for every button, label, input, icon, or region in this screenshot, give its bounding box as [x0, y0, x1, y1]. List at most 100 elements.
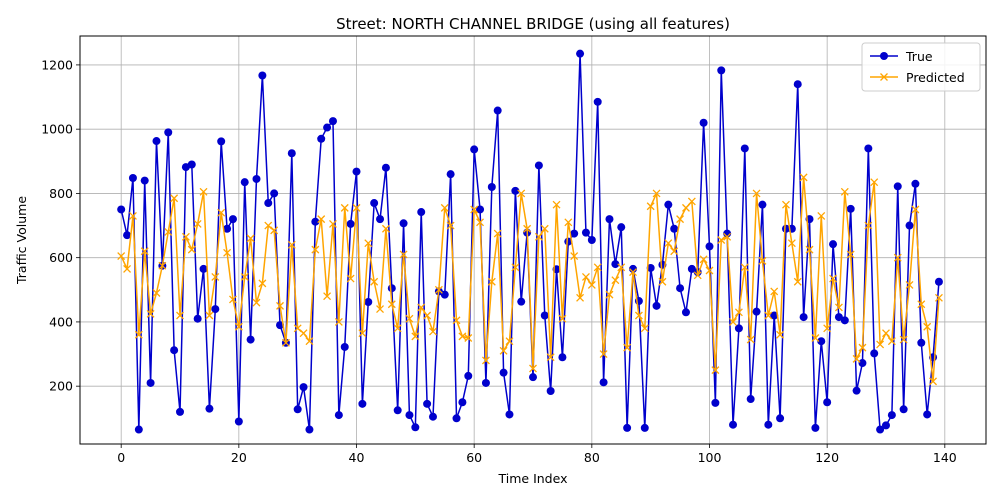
data-point-predicted: [817, 211, 826, 220]
data-point-predicted: [434, 285, 443, 294]
legend: True Predicted: [861, 42, 981, 92]
data-point-predicted: [829, 274, 837, 283]
data-point-true: [923, 410, 932, 419]
data-point-predicted: [487, 277, 496, 286]
data-point-predicted: [117, 252, 126, 261]
data-point-true: [340, 342, 349, 351]
data-point-true: [346, 219, 355, 228]
data-point-true: [764, 420, 773, 429]
y-tick-label: 1200: [41, 57, 73, 72]
data-point-predicted: [811, 334, 820, 342]
data-point-true: [317, 134, 326, 143]
data-point-predicted: [740, 263, 749, 272]
data-point-true: [893, 182, 902, 191]
data-point-predicted: [146, 309, 155, 318]
data-point-true: [334, 411, 343, 420]
data-point-true: [581, 228, 590, 237]
data-point-predicted: [699, 255, 708, 264]
data-point-true: [358, 399, 367, 408]
data-point-predicted: [852, 354, 861, 363]
data-point-true: [258, 71, 267, 80]
data-point-predicted: [370, 277, 379, 286]
data-point-predicted: [340, 203, 349, 212]
x-tick-label: 120: [815, 450, 839, 465]
data-point-true: [417, 208, 426, 217]
data-point-predicted: [152, 289, 161, 297]
data-point-true: [499, 368, 508, 377]
data-point-predicted: [387, 300, 396, 309]
data-point-predicted: [664, 239, 673, 248]
data-point-true: [899, 405, 908, 414]
data-point-predicted: [411, 332, 420, 341]
data-point-true: [440, 290, 449, 299]
data-point-true: [287, 149, 296, 158]
x-tick-label: 60: [466, 450, 482, 465]
y-tick-label: 1000: [41, 122, 73, 137]
data-point-predicted: [123, 264, 132, 273]
data-point-true: [328, 117, 337, 126]
data-point-predicted: [476, 218, 485, 227]
x-tick-label: 40: [349, 450, 365, 465]
data-point-predicted: [176, 311, 184, 320]
data-point-true: [217, 137, 226, 146]
data-point-predicted: [758, 256, 767, 265]
data-point-predicted: [840, 187, 849, 196]
data-point-predicted: [358, 329, 367, 338]
data-point-predicted: [552, 200, 561, 209]
data-point-predicted: [911, 205, 920, 214]
legend-true-label: True: [905, 49, 933, 64]
data-point-predicted: [158, 261, 167, 270]
data-point-true: [617, 223, 626, 232]
data-point-predicted: [564, 218, 573, 227]
data-point-predicted: [429, 327, 437, 336]
data-point-predicted: [846, 250, 855, 259]
data-point-true: [711, 398, 720, 407]
data-point-true: [681, 308, 690, 317]
data-point-true: [493, 106, 502, 115]
data-point-true: [223, 224, 232, 233]
data-point-predicted: [882, 329, 890, 338]
data-point-true: [187, 160, 196, 169]
data-point-true: [605, 215, 614, 224]
data-point-predicted: [170, 194, 179, 203]
data-point-predicted: [458, 332, 467, 341]
data-point-predicted: [540, 224, 549, 233]
data-point-true: [570, 229, 579, 238]
data-point-true: [464, 371, 473, 380]
data-point-true: [458, 398, 467, 407]
data-point-predicted: [646, 202, 655, 211]
data-point-true: [152, 137, 161, 146]
data-point-predicted: [593, 263, 602, 272]
data-point-predicted: [782, 200, 790, 209]
data-point-true: [734, 324, 743, 333]
data-point-predicted: [870, 178, 879, 187]
data-point-true: [370, 199, 379, 208]
data-point-predicted: [529, 364, 537, 373]
data-point-predicted: [505, 337, 514, 346]
legend-predicted-marker: [880, 73, 888, 81]
data-point-predicted: [517, 189, 526, 198]
data-point-predicted: [376, 305, 384, 314]
data-point-true: [758, 200, 767, 209]
data-point-true: [887, 411, 896, 420]
data-point-predicted: [281, 338, 290, 347]
data-point-predicted: [934, 293, 943, 302]
data-point-predicted: [299, 329, 308, 338]
x-tick-label: 80: [584, 450, 600, 465]
data-point-true: [511, 186, 520, 195]
data-point-true: [829, 240, 838, 249]
data-point-true: [128, 173, 137, 182]
data-point-predicted: [917, 300, 926, 309]
data-point-true: [123, 231, 132, 240]
data-point-predicted: [629, 268, 637, 277]
data-point-predicted: [864, 221, 873, 230]
data-point-predicted: [923, 322, 932, 331]
data-point-predicted: [334, 317, 343, 326]
data-point-true: [740, 144, 749, 153]
data-point-predicted: [729, 317, 737, 326]
data-point-predicted: [246, 234, 255, 243]
data-point-predicted: [317, 215, 326, 224]
data-point-predicted: [752, 189, 761, 198]
data-point-true: [670, 224, 679, 233]
data-point-true: [599, 378, 608, 387]
